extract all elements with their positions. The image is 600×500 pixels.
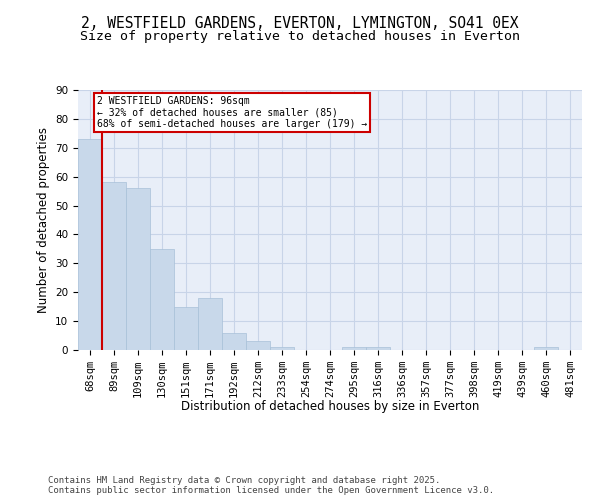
Bar [174,306,198,350]
Bar [534,347,558,350]
Text: 2 WESTFIELD GARDENS: 96sqm
← 32% of detached houses are smaller (85)
68% of semi: 2 WESTFIELD GARDENS: 96sqm ← 32% of deta… [97,96,367,129]
X-axis label: Distribution of detached houses by size in Everton: Distribution of detached houses by size … [181,400,479,413]
Text: Size of property relative to detached houses in Everton: Size of property relative to detached ho… [80,30,520,43]
Bar [102,182,126,350]
Bar [246,342,270,350]
Bar [198,298,222,350]
Bar [126,188,150,350]
Bar [270,347,294,350]
Y-axis label: Number of detached properties: Number of detached properties [37,127,50,313]
Bar [78,139,102,350]
Text: 2, WESTFIELD GARDENS, EVERTON, LYMINGTON, SO41 0EX: 2, WESTFIELD GARDENS, EVERTON, LYMINGTON… [81,16,519,31]
Bar [366,347,390,350]
Bar [342,347,366,350]
Text: Contains HM Land Registry data © Crown copyright and database right 2025.
Contai: Contains HM Land Registry data © Crown c… [48,476,494,495]
Bar [222,332,246,350]
Bar [150,249,174,350]
